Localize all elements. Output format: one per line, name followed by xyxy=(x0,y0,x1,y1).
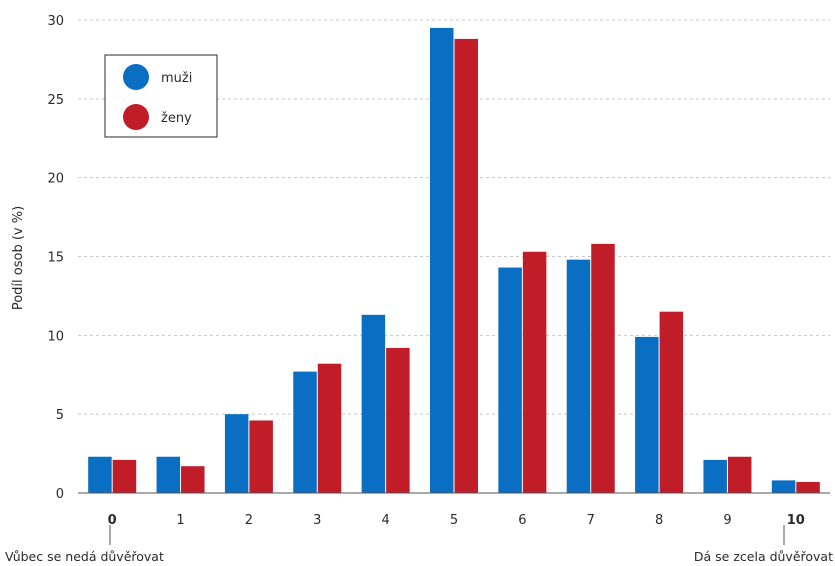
x-tick-label: 3 xyxy=(313,513,321,528)
x-tick-label: 9 xyxy=(723,513,731,528)
x-tick-label: 2 xyxy=(245,513,253,528)
x-tick-label: 1 xyxy=(176,513,184,528)
bar-muzi-4 xyxy=(361,314,386,493)
legend-swatch-zeny xyxy=(123,104,149,130)
bar-zeny-1 xyxy=(181,466,205,493)
scale-annotations: Vůbec se nedá důvěřovat Dá se zcela důvě… xyxy=(5,525,833,564)
bar-muzi-2 xyxy=(224,414,249,493)
bar-muzi-9 xyxy=(703,459,727,493)
x-tick-label: 10 xyxy=(787,513,805,528)
x-tick-label: 4 xyxy=(381,513,389,528)
bar-muzi-6 xyxy=(498,267,522,493)
bar-zeny-10 xyxy=(796,481,820,493)
bars xyxy=(88,27,820,494)
bar-zeny-6 xyxy=(522,251,547,493)
bar-muzi-5 xyxy=(430,27,454,494)
y-axis-label: Podíl osob (v %) xyxy=(11,206,26,310)
bar-zeny-3 xyxy=(317,363,342,493)
bar-zeny-2 xyxy=(249,420,273,493)
bar-zeny-9 xyxy=(727,456,752,493)
y-axis-ticks: 0 5 10 15 20 25 30 xyxy=(47,14,64,502)
x-tick-label: 8 xyxy=(655,513,663,528)
bar-muzi-1 xyxy=(156,456,181,493)
annotation-high-end: Dá se zcela důvěřovat xyxy=(694,549,833,564)
bar-zeny-8 xyxy=(659,311,684,493)
x-tick-label: 5 xyxy=(450,513,458,528)
bar-zeny-5 xyxy=(454,38,478,494)
bar-zeny-7 xyxy=(591,243,615,493)
legend-label-muzi: muži xyxy=(161,71,192,86)
bar-muzi-0 xyxy=(88,456,112,493)
legend: muži ženy xyxy=(104,54,218,138)
bar-muzi-3 xyxy=(293,371,317,493)
bar-muzi-7 xyxy=(566,259,591,493)
x-axis-ticks: 0 1 2 3 4 5 6 7 8 9 10 xyxy=(108,513,805,528)
legend-swatch-muzi xyxy=(123,64,149,90)
y-tick-label: 30 xyxy=(47,14,64,29)
y-tick-label: 15 xyxy=(47,251,64,266)
annotation-low-end: Vůbec se nedá důvěřovat xyxy=(5,549,164,564)
y-tick-label: 10 xyxy=(47,329,64,344)
bar-zeny-0 xyxy=(112,459,137,493)
bar-zeny-4 xyxy=(386,347,410,493)
legend-frame xyxy=(104,54,218,138)
y-tick-label: 5 xyxy=(56,408,64,423)
legend-label-zeny: ženy xyxy=(161,111,192,126)
x-tick-label: 7 xyxy=(587,513,595,528)
x-tick-label: 0 xyxy=(108,513,117,528)
gridlines xyxy=(78,19,830,415)
bar-muzi-8 xyxy=(635,336,659,493)
x-tick-label: 6 xyxy=(518,513,526,528)
bar-muzi-10 xyxy=(771,480,796,493)
y-tick-label: 25 xyxy=(47,93,64,108)
y-tick-label: 20 xyxy=(47,172,64,187)
y-tick-label: 0 xyxy=(56,487,64,502)
